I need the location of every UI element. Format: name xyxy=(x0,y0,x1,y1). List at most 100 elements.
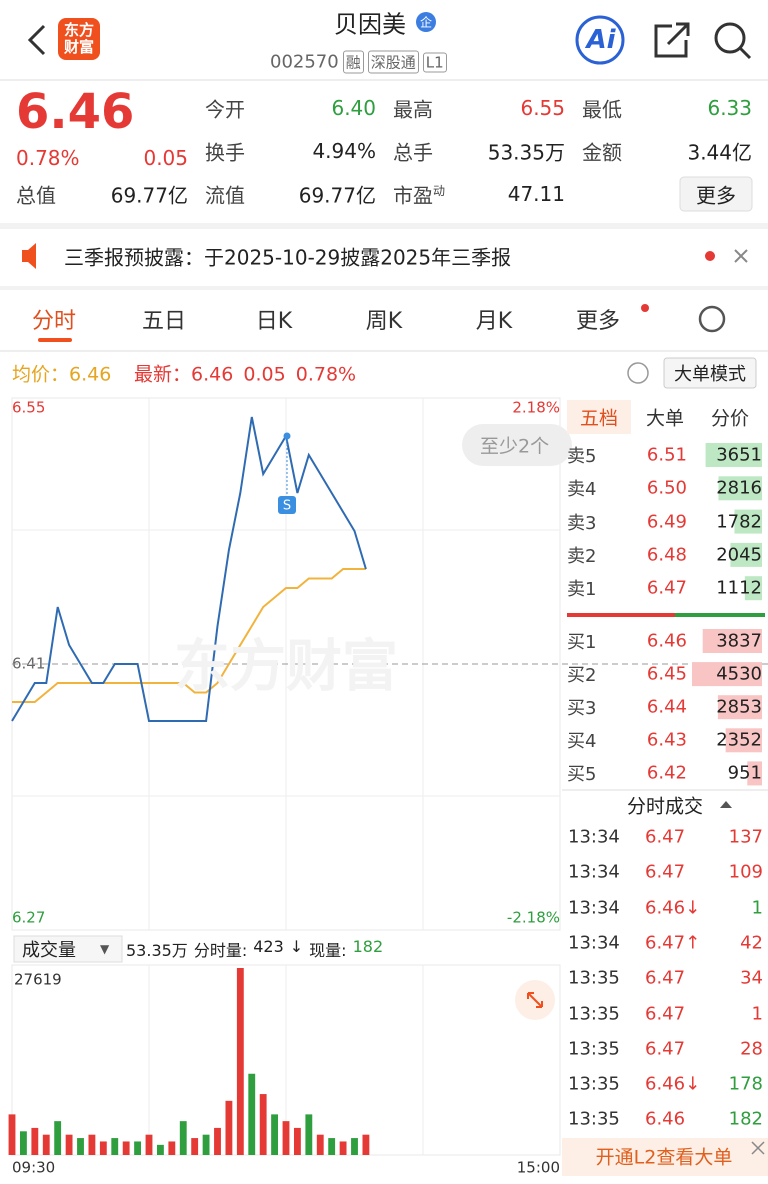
toast: 至少2个 xyxy=(480,435,550,458)
book-label: 卖4 xyxy=(567,479,597,501)
trade-price: 6.46↓ xyxy=(645,1073,701,1095)
tab[interactable]: 周K xyxy=(365,309,403,334)
trade-price: 6.47 xyxy=(645,861,686,883)
book-label: 买1 xyxy=(567,632,597,653)
volume-bar xyxy=(236,968,244,1155)
close-icon[interactable] xyxy=(734,249,748,263)
trades-title: 分时成交 xyxy=(626,795,704,818)
trade-price: 6.47 xyxy=(645,967,686,989)
marker-badge xyxy=(278,496,296,514)
ai-icon[interactable] xyxy=(575,15,625,65)
volume-bar xyxy=(734,509,762,534)
tag: 深股通 xyxy=(367,50,419,74)
trade-price: 6.47↑ xyxy=(645,932,701,954)
volume-bar xyxy=(705,443,762,467)
trade-volume: 178 xyxy=(728,1073,763,1095)
volume-bar xyxy=(305,1114,313,1155)
mode-label[interactable]: 大单模式 xyxy=(674,364,746,385)
book-price: 6.49 xyxy=(646,511,687,533)
marker-dot xyxy=(283,432,291,440)
price-line xyxy=(11,416,367,722)
book-volume: 951 xyxy=(727,762,762,784)
book-tab[interactable]: 五档 xyxy=(579,407,619,430)
more-label[interactable]: 更多 xyxy=(696,183,736,208)
tab[interactable]: 日K xyxy=(255,309,293,334)
volume-bar xyxy=(282,1121,290,1155)
field-label: 金额 xyxy=(582,140,622,165)
book-tab-active[interactable] xyxy=(567,400,631,434)
book-tab[interactable]: 大单 xyxy=(645,407,685,430)
field-sup: 动 xyxy=(433,183,446,198)
volume-bar xyxy=(293,1127,301,1155)
book-price: 6.44 xyxy=(646,696,687,718)
volume-bar xyxy=(730,542,762,567)
field-label: 总值 xyxy=(16,183,56,208)
marker-s: S xyxy=(283,499,291,514)
volume-bar xyxy=(42,1134,50,1155)
book-tab[interactable]: 分价 xyxy=(710,407,750,430)
field-value: 69.77亿 xyxy=(298,183,376,208)
y2-tick-label: 2.18% xyxy=(512,399,560,417)
book-volume: 2853 xyxy=(716,696,762,718)
tab[interactable]: 五日 xyxy=(141,309,187,334)
book-price: 6.50 xyxy=(646,477,687,499)
volume-bar xyxy=(351,1138,358,1155)
trade-volume: 28 xyxy=(740,1038,763,1060)
trade-volume: 109 xyxy=(728,861,763,883)
trade-volume: 1 xyxy=(751,1003,763,1024)
book-label: 买3 xyxy=(567,698,597,720)
notice[interactable]: 三季报预披露：于2025-10-29披露2025年三季报 xyxy=(64,245,512,270)
trade-volume: 182 xyxy=(728,1108,763,1130)
back-icon[interactable] xyxy=(27,24,46,56)
volume-bar xyxy=(362,1134,370,1155)
book-price: 6.48 xyxy=(646,544,687,566)
volume-bar xyxy=(88,1134,96,1155)
book-volume: 1782 xyxy=(716,511,762,533)
volume-bar xyxy=(271,1114,279,1155)
field-value: 53.35万 xyxy=(487,140,565,165)
book-price: 6.42 xyxy=(646,762,687,784)
tab[interactable]: 更多 xyxy=(575,309,621,334)
share-icon[interactable] xyxy=(654,22,690,58)
last-info: 最新：6.46 0.05 0.78% xyxy=(134,363,357,386)
search-icon[interactable] xyxy=(714,22,746,54)
book-label: 卖2 xyxy=(567,545,597,567)
trade-volume: 137 xyxy=(728,826,763,848)
ai-label[interactable]: Ai xyxy=(586,25,616,55)
trade-price: 6.46↓ xyxy=(645,897,701,919)
book-volume: 2045 xyxy=(716,544,762,566)
volume-bar xyxy=(259,1094,267,1155)
watermark: 东方财富 xyxy=(174,634,398,700)
field-label: 最低 xyxy=(582,97,622,122)
volume-select[interactable] xyxy=(13,935,123,963)
field-label: 流值 xyxy=(205,183,245,208)
more-button[interactable] xyxy=(679,176,753,212)
speaker-icon xyxy=(22,243,36,269)
book-label: 买4 xyxy=(567,731,597,753)
tab-underline xyxy=(38,338,72,342)
volume-title[interactable]: 成交量 xyxy=(22,940,76,961)
volume-bar xyxy=(54,1121,62,1155)
settings-icon[interactable] xyxy=(698,305,726,333)
x-tick-label: 15:00 xyxy=(517,1159,560,1177)
footer[interactable]: 开通L2查看大单 xyxy=(595,1146,733,1169)
tab[interactable]: 分时 xyxy=(31,309,77,334)
mode-button[interactable] xyxy=(663,357,757,389)
trade-price: 6.47 xyxy=(645,1003,686,1024)
volume-bar xyxy=(111,1138,119,1155)
field-value: 6.33 xyxy=(707,96,752,120)
tab[interactable]: 月K xyxy=(475,309,513,334)
price: 6.46 xyxy=(16,84,135,140)
book-label: 卖1 xyxy=(567,579,597,601)
field-value: 3.44亿 xyxy=(687,140,752,165)
volume-bar xyxy=(316,1134,324,1155)
trade-time: 13:34 xyxy=(568,932,620,954)
book-price: 6.46 xyxy=(646,630,687,652)
volume-bar xyxy=(225,1100,233,1155)
book-volume: 2816 xyxy=(716,477,762,499)
x-tick-label: 09:30 xyxy=(12,1159,55,1177)
footer-bg[interactable] xyxy=(562,1138,768,1176)
field-label: 市盈动 xyxy=(393,183,446,208)
trade-volume: 1 xyxy=(751,897,763,919)
volume-bar xyxy=(168,1141,176,1155)
